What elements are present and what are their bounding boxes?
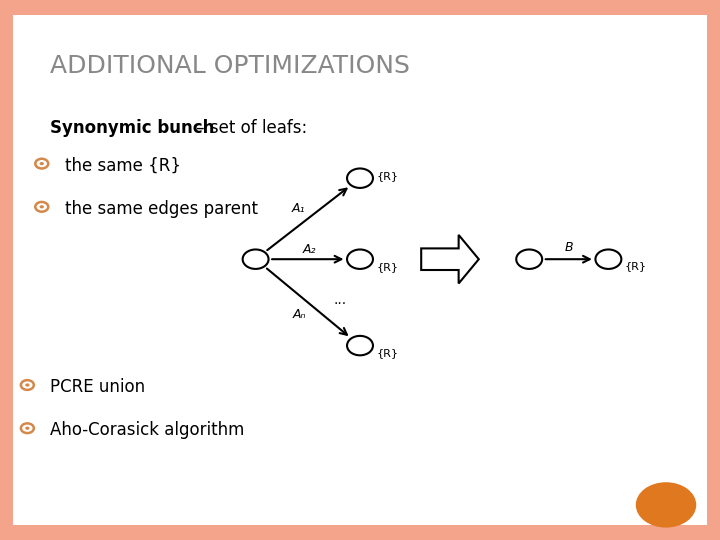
- Text: {R}: {R}: [377, 348, 399, 359]
- Text: the same {R}: the same {R}: [65, 157, 181, 174]
- Text: {R}: {R}: [624, 261, 647, 272]
- Circle shape: [347, 168, 373, 188]
- Circle shape: [25, 427, 30, 430]
- Text: Synonymic bunch: Synonymic bunch: [50, 119, 215, 137]
- Polygon shape: [421, 235, 479, 284]
- Text: A₂: A₂: [302, 243, 316, 256]
- Text: {R}: {R}: [377, 262, 399, 272]
- Circle shape: [595, 249, 621, 269]
- Circle shape: [25, 383, 30, 387]
- Text: ...: ...: [333, 293, 347, 307]
- Text: – set of leafs:: – set of leafs:: [191, 119, 307, 137]
- Circle shape: [516, 249, 542, 269]
- Text: B: B: [564, 241, 573, 254]
- Bar: [0, 0, 13, 540]
- Circle shape: [243, 249, 269, 269]
- Text: Aₙ: Aₙ: [292, 308, 306, 321]
- Circle shape: [347, 336, 373, 355]
- Text: A₁: A₁: [292, 202, 305, 215]
- Bar: [0, 0, 720, 15]
- Circle shape: [40, 162, 44, 165]
- Text: Aho-Corasick algorithm: Aho-Corasick algorithm: [50, 421, 245, 439]
- Text: {R}: {R}: [377, 172, 399, 181]
- Text: PCRE union: PCRE union: [50, 378, 145, 396]
- Text: the same edges parent: the same edges parent: [65, 200, 258, 218]
- Bar: [0, 525, 720, 540]
- Text: ADDITIONAL OPTIMIZATIONS: ADDITIONAL OPTIMIZATIONS: [50, 54, 410, 78]
- Circle shape: [347, 249, 373, 269]
- Circle shape: [40, 205, 44, 208]
- Bar: [707, 0, 720, 540]
- Circle shape: [636, 482, 696, 528]
